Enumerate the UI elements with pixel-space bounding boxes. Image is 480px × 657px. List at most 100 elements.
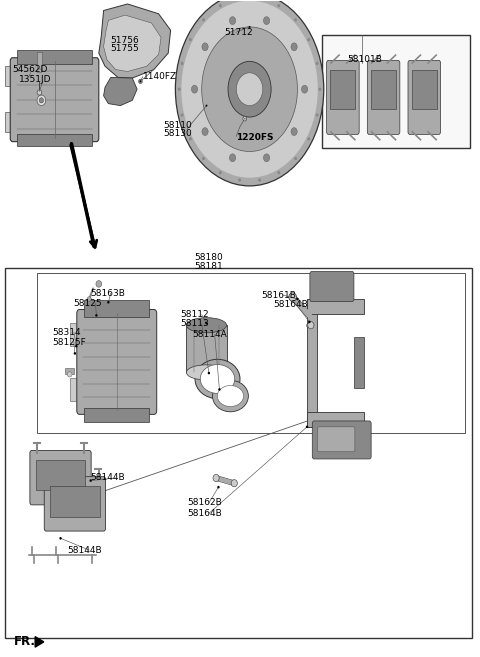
Text: 1220FS: 1220FS [236, 133, 274, 141]
Text: 51755: 51755 [111, 44, 140, 53]
Text: 58101B: 58101B [348, 55, 383, 64]
Ellipse shape [237, 73, 263, 106]
Bar [17, 50, 92, 64]
Ellipse shape [200, 365, 235, 394]
Bar [186, 325, 227, 373]
Text: 58144B: 58144B [91, 474, 125, 482]
Ellipse shape [294, 157, 297, 160]
Ellipse shape [264, 16, 270, 24]
Ellipse shape [289, 293, 297, 302]
Ellipse shape [213, 474, 219, 482]
Ellipse shape [140, 80, 142, 82]
Ellipse shape [37, 90, 42, 95]
Ellipse shape [87, 297, 91, 302]
Text: FR.: FR. [14, 635, 36, 648]
Ellipse shape [189, 137, 192, 141]
Ellipse shape [195, 359, 240, 399]
Text: 58162B: 58162B [187, 499, 222, 507]
Ellipse shape [75, 345, 77, 348]
Text: 58161B: 58161B [262, 290, 297, 300]
Text: 58112: 58112 [180, 310, 209, 319]
Ellipse shape [202, 18, 205, 22]
Text: 58114A: 58114A [192, 330, 227, 339]
Bar [371, 70, 396, 109]
Bar [330, 70, 355, 109]
Polygon shape [35, 637, 44, 647]
Text: 58181: 58181 [194, 261, 223, 271]
FancyBboxPatch shape [30, 451, 91, 505]
Ellipse shape [74, 352, 76, 355]
Bar [17, 135, 92, 147]
Bar [70, 323, 82, 346]
Text: 58125F: 58125F [52, 338, 86, 347]
Ellipse shape [277, 171, 280, 174]
Ellipse shape [213, 380, 248, 412]
Bar [323, 35, 470, 148]
Bar [37, 53, 42, 71]
FancyBboxPatch shape [77, 309, 157, 415]
FancyBboxPatch shape [44, 477, 106, 531]
Ellipse shape [219, 4, 222, 7]
Text: 58314: 58314 [52, 328, 81, 337]
Ellipse shape [243, 116, 247, 121]
Ellipse shape [139, 79, 143, 83]
Ellipse shape [277, 4, 280, 7]
Ellipse shape [308, 321, 311, 323]
Bar [307, 411, 364, 427]
Bar [307, 299, 364, 314]
Ellipse shape [291, 127, 297, 135]
Bar [84, 408, 149, 422]
Bar [354, 337, 364, 388]
Ellipse shape [186, 365, 227, 380]
Text: 58110: 58110 [163, 121, 192, 130]
FancyBboxPatch shape [318, 427, 355, 452]
Text: 51756: 51756 [111, 35, 140, 45]
Text: 1140FZ: 1140FZ [144, 72, 178, 81]
Ellipse shape [249, 26, 251, 28]
Ellipse shape [301, 85, 308, 93]
Ellipse shape [60, 537, 62, 539]
Ellipse shape [189, 38, 192, 41]
Text: 51712: 51712 [225, 28, 253, 37]
Bar [36, 460, 85, 490]
Bar [307, 299, 317, 427]
FancyBboxPatch shape [408, 60, 441, 135]
Ellipse shape [316, 114, 319, 117]
Ellipse shape [202, 127, 208, 135]
Text: 58144B: 58144B [68, 545, 102, 555]
FancyBboxPatch shape [310, 271, 354, 302]
Ellipse shape [319, 87, 322, 91]
Ellipse shape [217, 386, 243, 407]
Ellipse shape [258, 179, 261, 182]
Ellipse shape [228, 61, 271, 117]
Bar [70, 378, 82, 401]
Ellipse shape [229, 16, 236, 24]
Polygon shape [104, 15, 161, 72]
Ellipse shape [217, 486, 220, 488]
Ellipse shape [238, 179, 241, 182]
Ellipse shape [89, 480, 92, 482]
Ellipse shape [244, 118, 246, 120]
FancyBboxPatch shape [312, 421, 371, 459]
Ellipse shape [296, 298, 299, 300]
Ellipse shape [202, 157, 205, 160]
Text: 58180: 58180 [194, 253, 223, 262]
Ellipse shape [316, 62, 319, 65]
Bar [5, 267, 472, 638]
Ellipse shape [208, 372, 210, 374]
Ellipse shape [175, 0, 324, 186]
Ellipse shape [180, 114, 183, 117]
Ellipse shape [291, 43, 297, 51]
Ellipse shape [307, 38, 310, 41]
FancyBboxPatch shape [367, 60, 400, 135]
Ellipse shape [36, 69, 42, 73]
Ellipse shape [202, 27, 298, 152]
Text: 54562D: 54562D [12, 65, 48, 74]
Bar [36, 273, 465, 434]
Text: 58164B: 58164B [274, 300, 308, 309]
Ellipse shape [96, 281, 102, 287]
Ellipse shape [181, 1, 318, 177]
Bar [5, 66, 16, 86]
Text: 58125: 58125 [73, 299, 102, 308]
Bar [84, 300, 149, 317]
